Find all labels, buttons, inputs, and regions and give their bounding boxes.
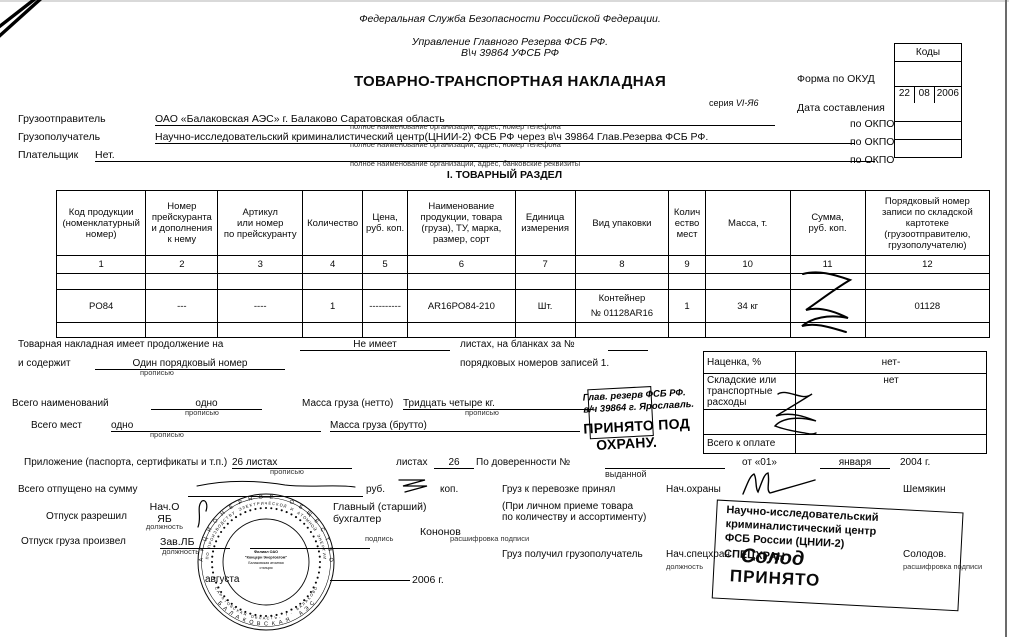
svg-text:К: К [199, 546, 206, 551]
svg-text:А: А [298, 610, 305, 617]
svg-text:Е: Е [245, 503, 249, 509]
svg-text:Е: Е [268, 501, 271, 506]
svg-text:А: А [278, 619, 283, 626]
svg-text:О: О [313, 586, 319, 591]
svg-text:,: , [278, 614, 280, 619]
svg-text:С: С [266, 615, 269, 620]
svg-text:Я: Я [285, 617, 291, 624]
svg-text:Р: Р [320, 545, 326, 549]
svg-text:И: И [322, 556, 327, 559]
svg-text:Б: Б [255, 614, 259, 619]
svg-text:О: О [250, 614, 254, 620]
svg-text:А: А [263, 615, 266, 620]
svg-text:Т: Т [253, 501, 257, 506]
svg-text:Й: Й [283, 503, 287, 509]
svg-text:С: С [272, 501, 276, 506]
svg-text:А: А [222, 606, 229, 613]
svg-text:Л: Л [228, 610, 235, 617]
svg-text:Я: Я [243, 611, 248, 617]
svg-text:К: К [241, 617, 247, 624]
svg-text:О: О [288, 499, 295, 506]
svg-text:И: И [322, 552, 327, 556]
svg-text:С: С [318, 527, 325, 533]
svg-text:станция: станция [259, 566, 272, 570]
svg-text:"Концерн Энергоатом": "Концерн Энергоатом" [245, 556, 288, 560]
svg-text:О: О [205, 552, 210, 556]
svg-text:В: В [326, 547, 333, 552]
svg-text:Т: Т [270, 615, 274, 620]
svg-text:С: С [309, 600, 316, 607]
svg-text:А: А [234, 614, 240, 621]
svg-text:С: С [264, 622, 268, 628]
svg-text:Е: Е [269, 495, 274, 501]
svg-text:Р: Р [257, 501, 261, 506]
svg-text:П: П [205, 556, 210, 559]
svg-text:Е: Е [228, 504, 235, 511]
svg-text:Балаковская атомная: Балаковская атомная [248, 561, 283, 565]
svg-text:И: И [290, 506, 295, 512]
svg-text:Л: Л [259, 615, 263, 620]
svg-text:Филиал ОАО: Филиал ОАО [254, 550, 278, 554]
svg-text:К: К [272, 621, 277, 627]
svg-text:Б: Б [216, 600, 223, 607]
svg-text:А: А [198, 557, 204, 561]
svg-text:Ч: Ч [265, 501, 268, 506]
svg-text:Э: Э [304, 605, 311, 612]
svg-text:И: И [261, 501, 264, 506]
